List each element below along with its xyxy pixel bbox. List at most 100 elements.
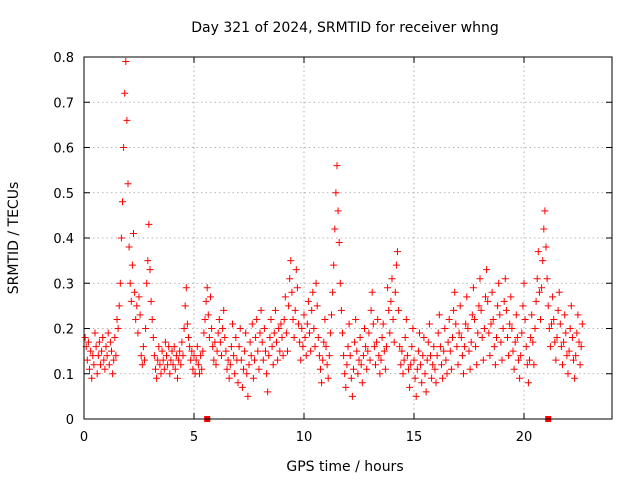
- data-point: [422, 388, 430, 396]
- data-point: [328, 311, 335, 319]
- data-point: [380, 347, 388, 355]
- data-point: [300, 311, 308, 319]
- data-point: [248, 320, 256, 328]
- data-point: [340, 352, 348, 360]
- data-point: [133, 302, 141, 310]
- data-point: [176, 347, 184, 355]
- data-point: [319, 356, 327, 364]
- y-tick-label: 0.4: [53, 232, 74, 247]
- data-point: [354, 370, 362, 378]
- data-point: [313, 302, 321, 310]
- data-point: [542, 243, 550, 251]
- data-point: [111, 334, 119, 342]
- data-point: [575, 338, 583, 346]
- data-point: [337, 306, 345, 314]
- data-point: [416, 329, 423, 337]
- data-point: [405, 365, 412, 373]
- data-point: [510, 365, 518, 373]
- data-point: [543, 275, 551, 283]
- data-point: [219, 325, 227, 332]
- data-point: [321, 315, 329, 323]
- data-point: [550, 315, 558, 323]
- data-point: [383, 343, 390, 351]
- data-point: [450, 306, 458, 314]
- data-point: [218, 352, 225, 360]
- data-point: [431, 365, 439, 373]
- data-point: [409, 325, 417, 332]
- data-point: [504, 334, 511, 342]
- data-point: [302, 352, 310, 360]
- data-point: [267, 315, 275, 323]
- data-point: [112, 352, 120, 360]
- data-point: [507, 293, 515, 301]
- data-point: [442, 356, 450, 364]
- data-point: [310, 325, 318, 332]
- data-point: [423, 356, 431, 364]
- data-point: [124, 180, 132, 188]
- data-point: [285, 302, 293, 310]
- data-point: [373, 338, 381, 346]
- data-point: [363, 365, 371, 373]
- data-point: [515, 356, 522, 364]
- data-point: [572, 352, 580, 360]
- data-point: [496, 311, 504, 319]
- data-point: [495, 279, 503, 287]
- data-point: [473, 361, 481, 369]
- data-point: [238, 383, 246, 391]
- data-point: [108, 347, 115, 355]
- data-point: [236, 325, 244, 332]
- data-point: [142, 325, 150, 332]
- y-tick-label: 0.1: [53, 368, 74, 383]
- data-point: [194, 361, 202, 369]
- data-point: [109, 370, 117, 378]
- data-point: [509, 347, 517, 355]
- data-point: [197, 352, 205, 360]
- data-point: [381, 365, 389, 373]
- data-point: [434, 329, 442, 337]
- y-tick-label: 0.5: [53, 187, 74, 202]
- data-point: [573, 329, 581, 337]
- data-point: [557, 343, 565, 351]
- data-point: [170, 343, 178, 351]
- x-tick-label: 15: [406, 430, 423, 445]
- data-point: [246, 338, 254, 346]
- data-point: [476, 275, 484, 283]
- data-point: [508, 325, 516, 332]
- data-point: [343, 361, 351, 369]
- data-point: [545, 325, 553, 332]
- data-point: [198, 365, 206, 373]
- data-point: [568, 334, 576, 342]
- data-point: [498, 356, 506, 364]
- data-point: [494, 302, 502, 310]
- data-point: [263, 370, 271, 378]
- data-point: [322, 343, 330, 351]
- y-tick-label: 0.2: [53, 323, 74, 338]
- data-point: [179, 352, 187, 360]
- data-point: [451, 288, 459, 296]
- data-point: [410, 356, 418, 364]
- data-point: [432, 379, 440, 387]
- data-point: [518, 329, 526, 337]
- data-point: [376, 370, 384, 378]
- data-point: [466, 365, 474, 373]
- data-point: [469, 284, 477, 292]
- data-point: [189, 365, 197, 373]
- data-point: [114, 325, 122, 332]
- data-point: [348, 392, 356, 400]
- data-point: [403, 352, 411, 360]
- data-point: [402, 315, 410, 323]
- data-point: [287, 257, 295, 265]
- data-point: [344, 343, 352, 351]
- data-point: [282, 329, 290, 337]
- data-point: [221, 334, 229, 342]
- data-point: [441, 325, 449, 332]
- data-point: [378, 334, 386, 342]
- data-point: [463, 293, 471, 301]
- data-point: [252, 334, 260, 342]
- data-point: [296, 338, 304, 346]
- data-point: [146, 266, 154, 274]
- data-point: [414, 347, 422, 355]
- data-point: [421, 370, 429, 378]
- data-point: [574, 311, 582, 319]
- data-point: [464, 325, 472, 332]
